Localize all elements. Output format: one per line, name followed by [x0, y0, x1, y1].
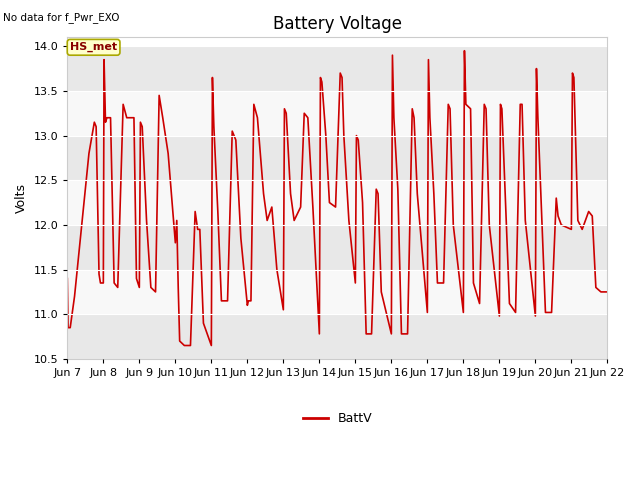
Y-axis label: Volts: Volts	[15, 183, 28, 213]
Bar	[67, 91, 607, 135]
Bar	[67, 180, 607, 225]
Legend: BattV: BattV	[298, 407, 377, 430]
Bar	[67, 225, 607, 270]
Bar	[67, 135, 607, 180]
Bar	[67, 46, 607, 91]
Title: Battery Voltage: Battery Voltage	[273, 15, 402, 33]
Bar	[67, 270, 607, 314]
Text: No data for f_Pwr_EXO: No data for f_Pwr_EXO	[3, 12, 120, 23]
Text: HS_met: HS_met	[70, 42, 117, 52]
Bar	[67, 314, 607, 359]
